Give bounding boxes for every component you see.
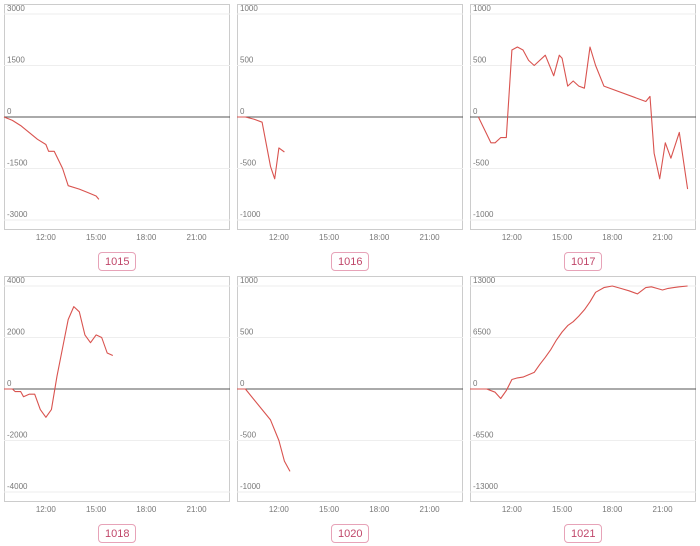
chart-card: 1000 500 0 -500 -1000 12:00 15:00 18:00 21:00 101…	[237, 4, 463, 274]
series-line	[4, 306, 114, 418]
y-tick-label: -4000	[7, 482, 28, 491]
x-tick-label: 12:00	[269, 505, 290, 514]
x-tick-label: 12:00	[502, 505, 523, 514]
y-tick-label: 4000	[7, 276, 25, 285]
y-tick-label: -1000	[473, 210, 494, 219]
x-tick-label: 12:00	[502, 233, 523, 242]
y-tick-label: -3000	[7, 210, 28, 219]
y-tick-label: 0	[473, 379, 478, 388]
y-tick-label: 3000	[7, 4, 25, 13]
y-tick-label: 6500	[473, 328, 491, 337]
chart-id-badge[interactable]: 1018	[98, 524, 137, 543]
x-tick-label: 15:00	[86, 233, 107, 242]
line-chart: 1000 500 0 -500 -1000 12:00 15:00 18:00 21:00	[237, 4, 463, 242]
chart-card: 13000 6500 0 -6500 -13000 12:00 15:00 18:00 21:0…	[470, 276, 696, 546]
x-tick-label: 21:00	[420, 233, 441, 242]
series-line	[477, 46, 689, 190]
y-tick-label: 1000	[240, 276, 258, 285]
x-tick-label: 18:00	[602, 505, 623, 514]
chart-id-badge[interactable]: 1017	[564, 252, 603, 271]
series-line	[470, 285, 688, 400]
line-chart: 3000 1500 0 -1500 -3000 12:00 15:00 18:00 21:00	[3, 4, 230, 242]
y-tick-label: -500	[240, 431, 257, 440]
x-tick-label: 12:00	[36, 505, 57, 514]
x-tick-label: 21:00	[187, 233, 208, 242]
y-tick-label: -500	[473, 159, 490, 168]
y-tick-label: -6500	[473, 431, 494, 440]
series-line	[237, 388, 291, 472]
y-tick-label: 13000	[473, 276, 496, 285]
chart-card: 3000 1500 0 -1500 -3000 12:00 15:00 18:00 21:00 1…	[3, 4, 230, 274]
x-tick-label: 18:00	[136, 505, 157, 514]
line-chart: 1000 500 0 -500 -1000 12:00 15:00 18:00 21:00	[470, 4, 696, 242]
y-tick-label: 1500	[7, 56, 25, 65]
line-chart: 4000 2000 0 -2000 -4000 12:00 15:00 18:00 21:00	[4, 276, 230, 514]
chart-id-badge[interactable]: 1020	[331, 524, 370, 543]
series-line	[3, 116, 100, 200]
y-tick-label: 2000	[7, 328, 25, 337]
line-chart: 13000 6500 0 -6500 -13000 12:00 15:00 18:00 21:0…	[470, 276, 696, 514]
x-tick-label: 18:00	[136, 233, 157, 242]
y-tick-label: -1000	[240, 482, 261, 491]
chart-card: 1000 500 0 -500 -1000 12:00 15:00 18:00 21:00 102…	[237, 276, 463, 546]
y-tick-label: 0	[7, 107, 12, 116]
x-tick-label: 12:00	[269, 233, 290, 242]
chart-id-badge[interactable]: 1016	[331, 252, 370, 271]
x-tick-label: 18:00	[369, 505, 390, 514]
x-tick-label: 21:00	[187, 505, 208, 514]
chart-id-badge[interactable]: 1021	[564, 524, 603, 543]
x-tick-label: 15:00	[319, 505, 340, 514]
x-tick-label: 18:00	[602, 233, 623, 242]
y-tick-label: -13000	[473, 482, 498, 491]
line-chart: 1000 500 0 -500 -1000 12:00 15:00 18:00 21:00	[237, 276, 463, 514]
y-tick-label: 1000	[473, 4, 491, 13]
y-tick-label: 0	[473, 107, 478, 116]
y-tick-label: -500	[240, 159, 257, 168]
y-tick-label: 0	[240, 107, 245, 116]
chart-card: 1000 500 0 -500 -1000 12:00 15:00 18:00 21:00 101…	[470, 4, 696, 274]
y-tick-label: 500	[473, 56, 487, 65]
chart-card: 4000 2000 0 -2000 -4000 12:00 15:00 18:00 21:00 1…	[4, 276, 230, 546]
x-tick-label: 18:00	[369, 233, 390, 242]
y-tick-label: 1000	[240, 4, 258, 13]
x-tick-label: 15:00	[552, 505, 573, 514]
y-tick-label: -1000	[240, 210, 261, 219]
y-tick-label: 0	[7, 379, 12, 388]
x-tick-label: 21:00	[653, 505, 674, 514]
x-tick-label: 15:00	[86, 505, 107, 514]
y-tick-label: 500	[240, 56, 254, 65]
y-tick-label: -1500	[7, 159, 28, 168]
x-tick-label: 12:00	[36, 233, 57, 242]
series-line	[237, 116, 285, 180]
chart-id-badge[interactable]: 1015	[98, 252, 137, 271]
x-tick-label: 15:00	[552, 233, 573, 242]
y-tick-label: -2000	[7, 431, 28, 440]
x-tick-label: 21:00	[653, 233, 674, 242]
y-tick-label: 500	[240, 328, 254, 337]
x-tick-label: 15:00	[319, 233, 340, 242]
y-tick-label: 0	[240, 379, 245, 388]
x-tick-label: 21:00	[420, 505, 441, 514]
